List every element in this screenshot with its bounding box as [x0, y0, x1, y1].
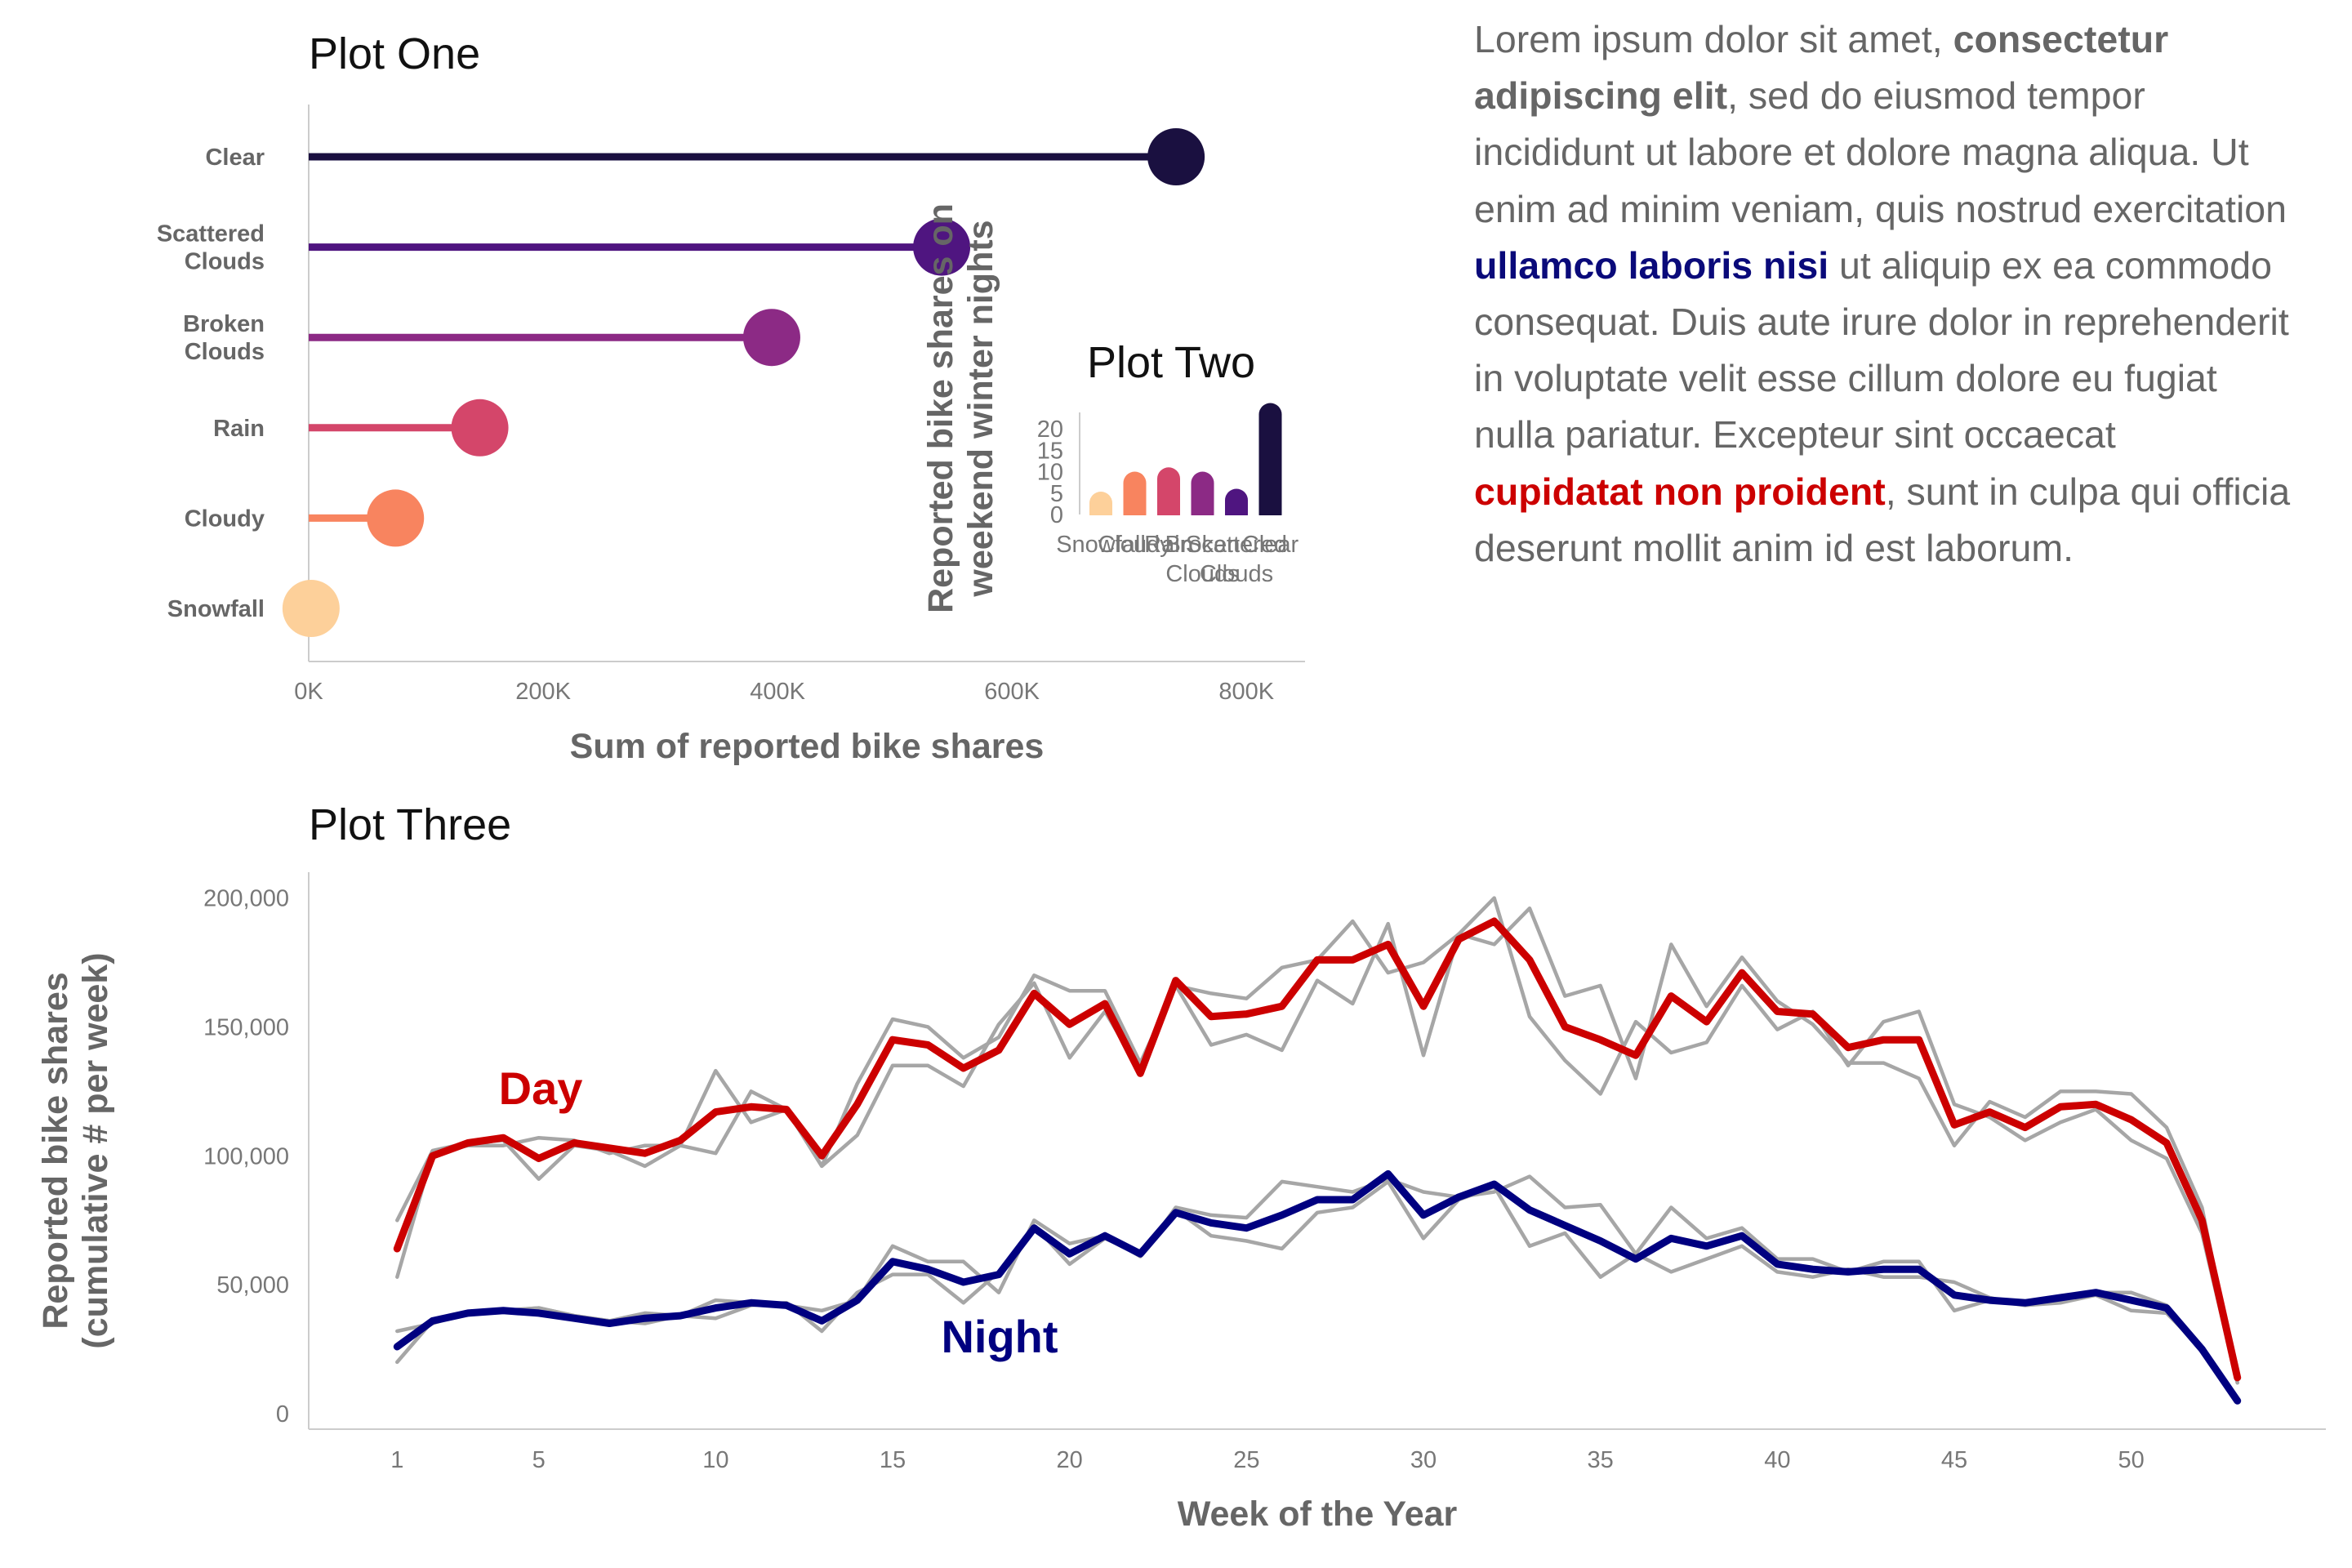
plot-one-category-label-3-0: Rain — [213, 416, 265, 442]
plot-three: Plot Three 050,000100,000150,000200,000 … — [36, 800, 2326, 1534]
plot-three-y-tick-3: 150,000 — [203, 1014, 289, 1040]
plot-two-x-label-3-0: Broken — [1165, 532, 1241, 558]
plot-two-y-tick-2: 10 — [1037, 460, 1063, 486]
plot-two-x-label-1-0: Cloudy — [1098, 532, 1172, 558]
day-series-label: Day — [499, 1062, 583, 1114]
plot-two-x-label-4-0: Scattered — [1186, 532, 1287, 558]
plot-one-dot-5 — [282, 580, 340, 637]
plot-one-category-label-5-0: Snowfall — [167, 596, 265, 622]
plot-one-x-tick-3: 600K — [984, 679, 1040, 705]
plot-one-dot-3 — [451, 399, 509, 457]
plot-three-x-tick-10: 50 — [2118, 1447, 2145, 1473]
plot-one-x-tick-2: 400K — [750, 679, 805, 705]
plot-one-dot-1 — [913, 218, 971, 276]
plot-two-x-label-4-1: Clouds — [1200, 561, 1273, 587]
plot-one-x-tick-0: 0K — [294, 679, 323, 705]
plot-three-x-tick-0: 1 — [390, 1447, 403, 1473]
plot-three-x-axis-label: Week of the Year — [1178, 1494, 1458, 1534]
reference-line-4 — [395, 1174, 2239, 1403]
plot-three-x-tick-4: 20 — [1057, 1447, 1083, 1473]
plot-one-dot-2 — [742, 309, 800, 367]
reference-line-3 — [395, 896, 2239, 1385]
plot-one-category-label-4-0: Cloudy — [185, 506, 265, 532]
text-segment-0: Lorem ipsum dolor sit amet, — [1474, 18, 1953, 60]
plot-three-x-tick-6: 30 — [1410, 1447, 1437, 1473]
plot-two-x-label-5-0: Clear — [1242, 532, 1299, 558]
plot-three-title: Plot Three — [309, 800, 511, 849]
plot-two-baseline-mask — [1081, 515, 1310, 528]
text-segment-2: , sed do eiusmod tempor incididunt ut la… — [1474, 74, 2287, 230]
plot-three-y-tick-1: 50,000 — [216, 1272, 289, 1298]
plot-two-bar-2 — [1157, 467, 1180, 526]
plot-two-x-label-2-0: Rain — [1144, 532, 1193, 558]
plot-two-bar-3 — [1191, 471, 1214, 526]
plot-one-dot-4 — [367, 489, 425, 547]
plot-one-x-tick-4: 800K — [1218, 679, 1274, 705]
night-series-label: Night — [941, 1311, 1058, 1362]
plot-one-category-label-0-0: Clear — [205, 145, 265, 171]
plot-two-title: Plot Two — [1087, 338, 1255, 387]
plot-two-bar-1 — [1123, 471, 1147, 526]
plot-three-y-tick-2: 100,000 — [203, 1143, 289, 1169]
plot-one-category-label-1-1: Clouds — [185, 249, 265, 275]
plot-three-y-tick-4: 200,000 — [203, 886, 289, 912]
text-segment-6: , sunt in culpa qui officia deserunt mol… — [1474, 470, 2291, 569]
text-segment-3: ullamco laboris nisi — [1474, 243, 1829, 287]
plot-two-y-tick-0: 0 — [1050, 502, 1063, 528]
plot-one-category-label-2-0: Broken — [183, 311, 265, 337]
plot-three-x-tick-1: 5 — [532, 1447, 546, 1473]
plot-two-y-tick-1: 5 — [1050, 481, 1063, 507]
plot-three-y-axis-label-line-1: Reported bike shares — [36, 972, 75, 1329]
plot-two-y-axis-label-line-2: weekend winter nights — [961, 220, 1000, 597]
lorem-text-block: Lorem ipsum dolor sit amet, consectetur … — [1474, 11, 2291, 577]
series-line-night — [393, 1169, 2242, 1405]
text-segment-5: cupidatat non proident — [1474, 470, 1886, 513]
plot-three-x-tick-7: 35 — [1588, 1447, 1614, 1473]
plot-three-y-axis-label-line-2: (cumulative # per week) — [76, 952, 115, 1348]
plot-two-bar-5 — [1258, 403, 1282, 526]
plot-one-title: Plot One — [309, 29, 480, 78]
plot-three-x-tick-5: 25 — [1233, 1447, 1259, 1473]
plot-three-x-tick-3: 15 — [880, 1447, 906, 1473]
plot-one-dot-0 — [1147, 128, 1205, 185]
plot-three-x-tick-2: 10 — [702, 1447, 728, 1473]
text-segment-4: ut aliquip ex ea commodo consequat. Duis… — [1474, 243, 2289, 457]
plot-one-x-tick-1: 200K — [515, 679, 571, 705]
plot-two-y-tick-4: 20 — [1037, 416, 1063, 443]
plot-two-y-axis-label-line-1: Reported bike shares on — [921, 203, 960, 613]
plot-three-x-tick-9: 45 — [1941, 1447, 1967, 1473]
plot-one-category-label-2-1: Clouds — [185, 339, 265, 365]
plot-two-x-label-3-1: Clouds — [1165, 561, 1239, 587]
plot-one-x-axis-label: Sum of reported bike shares — [570, 727, 1045, 766]
plot-three-y-tick-0: 0 — [276, 1401, 289, 1428]
reference-line-5 — [395, 1179, 2239, 1403]
plot-two-y-tick-3: 15 — [1037, 438, 1063, 464]
series-line-day — [393, 917, 2242, 1382]
plot-two-x-label-0-0: Snowfall — [1056, 532, 1146, 558]
plot-one-category-label-1-0: Scattered — [157, 221, 265, 247]
plot-one: Plot One ClearScatteredCloudsBrokenCloud… — [157, 29, 1305, 766]
plot-three-x-tick-8: 40 — [1764, 1447, 1790, 1473]
text-segment-1: consectetur adipiscing elit — [1474, 18, 2169, 118]
